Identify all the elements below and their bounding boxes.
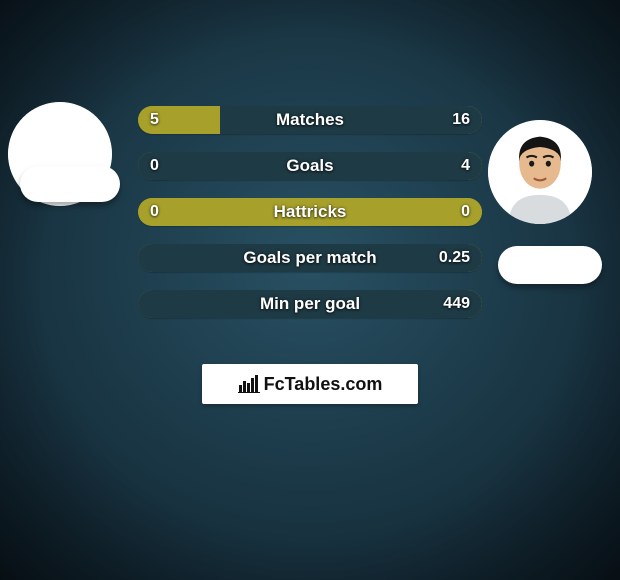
stat-value-right: 0 xyxy=(461,198,470,226)
stat-label: Matches xyxy=(138,106,482,134)
stat-row: Goals0 4 xyxy=(138,152,482,180)
stat-label: Goals per match xyxy=(138,244,482,272)
stat-label: Hattricks xyxy=(138,198,482,226)
brand-box: FcTables.com xyxy=(202,364,418,404)
comparison-area: Matches516Goals04Hattricks00Goals per ma… xyxy=(0,106,620,346)
stat-value-right: 449 xyxy=(443,290,470,318)
player-left-flag xyxy=(20,166,120,202)
stat-value-right: 0.25 xyxy=(439,244,470,272)
stat-bars: Matches516Goals04Hattricks00Goals per ma… xyxy=(138,106,482,336)
stat-row: Matches5 16 xyxy=(138,106,482,134)
player-right-avatar xyxy=(488,120,592,224)
stat-value-right: 16 xyxy=(452,106,470,134)
stat-label: Min per goal xyxy=(138,290,482,318)
barchart-icon xyxy=(238,375,260,393)
brand-text: FcTables.com xyxy=(264,374,383,395)
stat-value-left: 0 xyxy=(150,198,159,226)
stat-label: Goals xyxy=(138,152,482,180)
player-photo-icon xyxy=(488,120,592,224)
stat-row: Hattricks0 0 xyxy=(138,198,482,226)
stat-value-right: 4 xyxy=(461,152,470,180)
stat-value-left: 0 xyxy=(150,152,159,180)
stat-value-left: 5 xyxy=(150,106,159,134)
player-right-flag xyxy=(498,246,602,284)
stat-row: Goals per match0.25 xyxy=(138,244,482,272)
stat-row: Min per goal449 xyxy=(138,290,482,318)
